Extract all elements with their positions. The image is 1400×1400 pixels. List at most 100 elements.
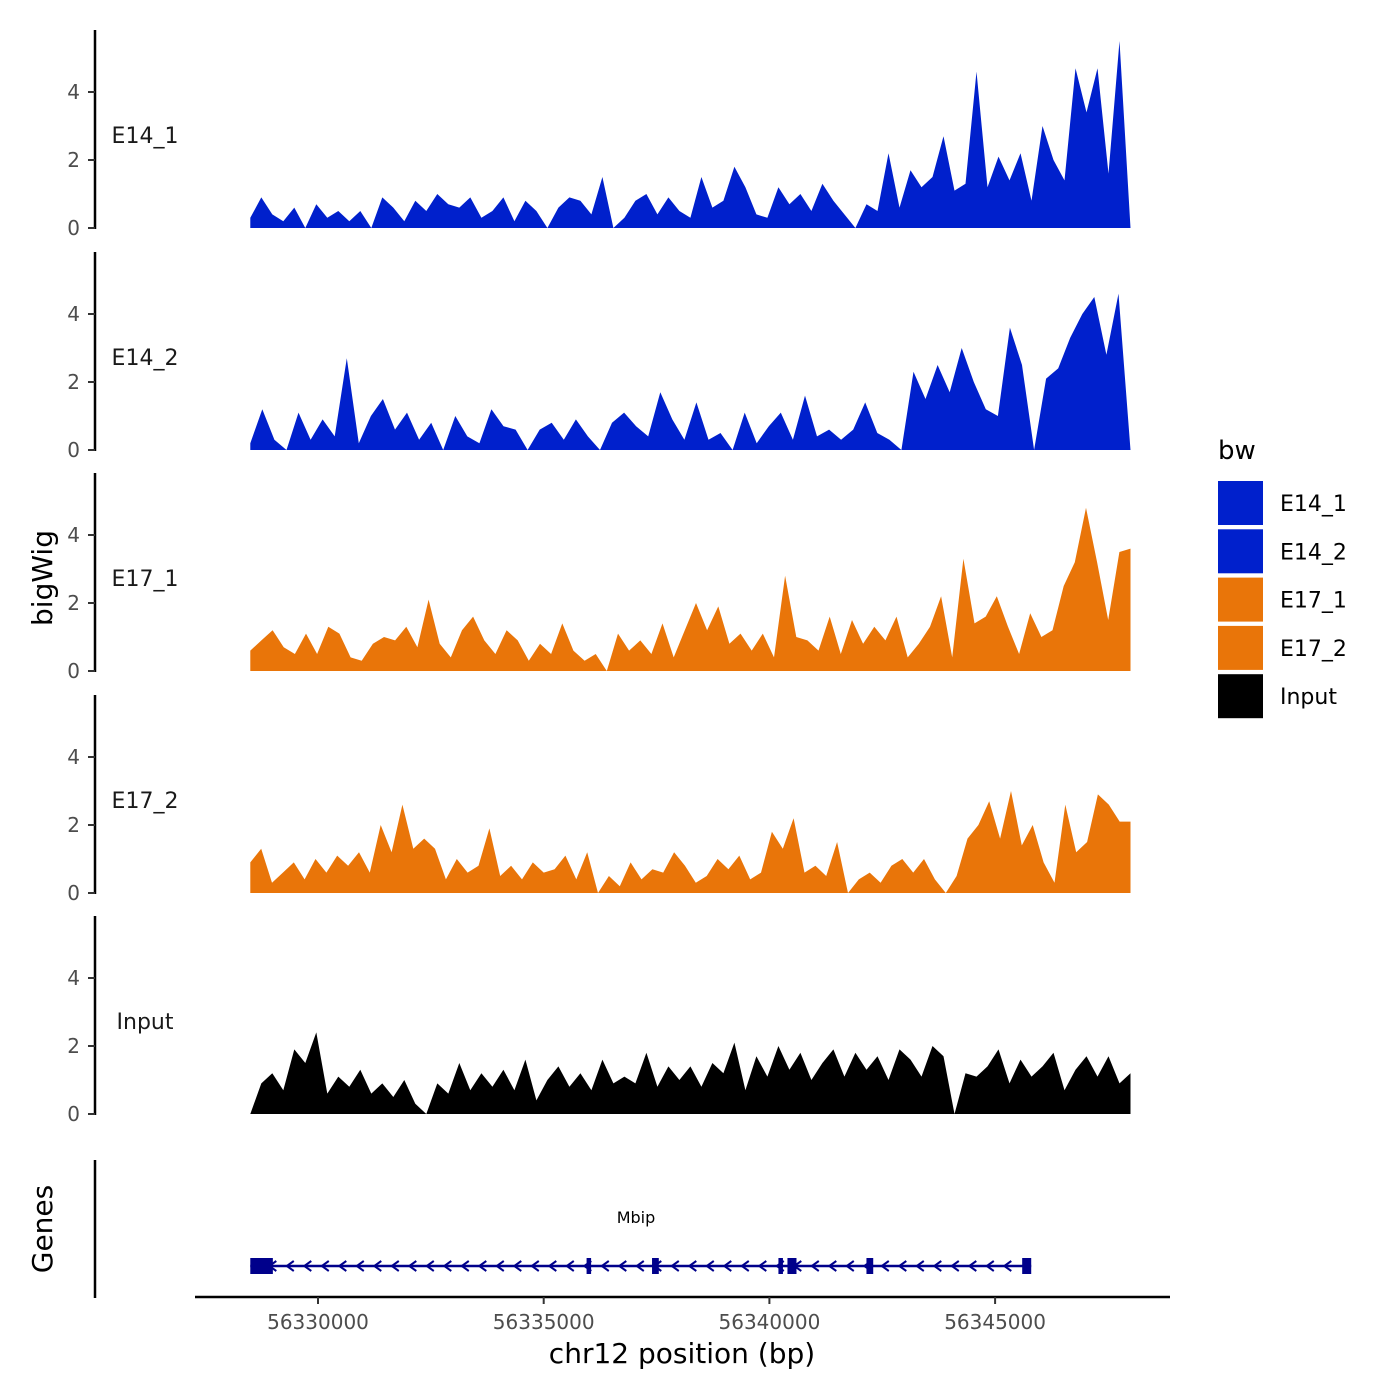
strand-arrow [985,1260,995,1272]
strand-arrow [460,1260,470,1272]
gene-model [250,1258,1032,1274]
legend-label: E14_1 [1280,492,1347,517]
strand-arrow [617,1260,627,1272]
track-label: E14_2 [112,346,179,371]
strand-arrow [687,1260,697,1272]
gene-track: Mbip [93,1160,1032,1298]
x-tick-label: 56335000 [493,1310,595,1334]
legend-swatch [1218,481,1263,525]
strand-arrow [530,1260,540,1272]
legend-item: E17_1 [1218,577,1347,622]
legend-item: E17_2 [1218,625,1347,670]
track-input: 0 2 4 Input [67,916,1131,1126]
gene-exon [652,1258,659,1274]
strand-arrow [722,1260,732,1272]
strand-arrow [477,1260,487,1272]
legend-label: E17_1 [1280,589,1347,614]
x-ticks: 56330000 56335000 56340000 56345000 [267,1297,1046,1334]
strand-arrow [827,1260,837,1272]
y-tick-label: 0 [67,881,80,905]
legend-item: E14_1 [1218,481,1347,525]
x-tick-label: 56345000 [944,1310,1046,1334]
strand-arrow [757,1260,767,1272]
strand-arrow [897,1260,907,1272]
gene-exon [586,1258,592,1274]
legend-swatch [1218,529,1263,574]
y-tick-label: 0 [67,216,80,240]
strand-arrow [915,1260,925,1272]
gene-exon [787,1258,797,1274]
strand-arrow [600,1260,610,1272]
strand-arrow [372,1260,382,1272]
legend-item: E14_2 [1218,529,1347,574]
y-tick-label: 0 [67,438,80,462]
strand-arrow [845,1260,855,1272]
track-label: E17_1 [112,567,179,592]
y-tick-label: 0 [67,1102,80,1126]
legend-items: E14_1 E14_2 E17_1 E17_2 Input [1218,481,1347,719]
strand-arrow [1002,1260,1012,1272]
legend-title: bw [1218,436,1256,466]
track-label: E14_1 [112,124,179,149]
y-tick-label: 4 [67,302,80,326]
strand-arrow [407,1260,417,1272]
legend-swatch [1218,577,1263,622]
legend-label: E14_2 [1280,540,1347,565]
y-tick-label: 4 [67,745,80,769]
strand-arrow [705,1260,715,1272]
strand-arrow [635,1260,645,1272]
signal-area [250,1032,1131,1114]
x-tick-label: 56330000 [267,1310,369,1334]
signal-area [250,293,1131,450]
signal-area [250,41,1131,228]
track-e17-1: 0 2 4 E17_1 [67,473,1131,683]
strand-arrow [810,1260,820,1272]
genes-axis-title: Genes [26,1185,59,1273]
x-tick-label: 56340000 [719,1310,821,1334]
x-axis: 56330000 56335000 56340000 56345000 [195,1295,1170,1334]
strand-arrow [355,1260,365,1272]
legend-label: E17_2 [1280,637,1347,662]
strand-arrow [425,1260,435,1272]
strand-arrow [390,1260,400,1272]
signal-area [250,507,1131,671]
gene-name-label: Mbip [617,1208,656,1227]
y-tick-label: 2 [67,370,80,394]
gene-exon [778,1258,783,1274]
y-tick-label: 0 [67,659,80,683]
strand-arrow [565,1260,575,1272]
x-axis-title: chr12 position (bp) [549,1337,815,1370]
gene-exon [250,1258,273,1274]
legend-swatch [1218,674,1263,719]
y-tick-label: 2 [67,813,80,837]
y-axis-title: bigWig [26,530,59,626]
y-tick-label: 4 [67,80,80,104]
strand-arrow [442,1260,452,1272]
track-label: Input [117,1010,174,1035]
y-tick-label: 4 [67,966,80,990]
strand-arrow [967,1260,977,1272]
y-tick-label: 4 [67,523,80,547]
legend: bw E14_1 E14_2 E17_1 E17_2 Input [1218,436,1347,719]
strand-arrow [285,1260,295,1272]
strand-arrow [880,1260,890,1272]
track-e14-1: 0 2 4 E14_1 [67,30,1131,240]
strand-arrow [950,1260,960,1272]
strand-arrow [512,1260,522,1272]
signal-tracks: 0 2 4 E14_1 0 2 4 E14_2 0 2 4 E17_1 0 2 4 E17_2 0 2 4 Input [67,30,1131,1126]
track-e17-2: 0 2 4 E17_2 [67,695,1131,905]
gene-exon [866,1258,874,1274]
strand-arrow [740,1260,750,1272]
strand-arrow [302,1260,312,1272]
strand-arrow [495,1260,505,1272]
signal-area [250,791,1131,893]
strand-arrow [932,1260,942,1272]
legend-swatch [1218,625,1263,670]
y-tick-label: 2 [67,591,80,615]
y-tick-label: 2 [67,1034,80,1058]
strand-arrow [337,1260,347,1272]
legend-item: Input [1218,674,1337,719]
track-e14-2: 0 2 4 E14_2 [67,252,1131,462]
track-label: E17_2 [112,789,179,814]
